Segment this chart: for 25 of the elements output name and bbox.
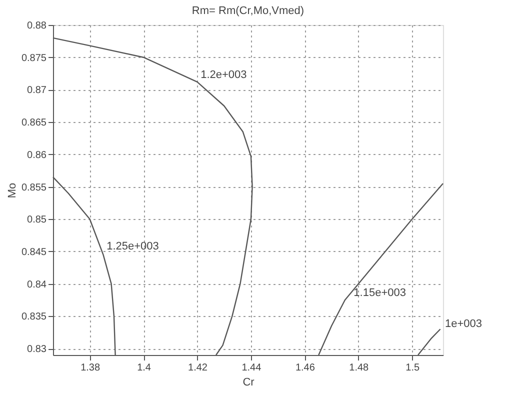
annotation: 1.15e+003 [354,287,406,300]
y-tick-label: 0.88 [27,20,47,32]
y-tick-label: 0.845 [21,246,47,258]
y-tick-label: 0.85 [27,214,47,226]
x-tick-label: 1.44 [242,362,262,374]
y-tick-label: 0.865 [21,118,47,129]
chart-title: Rm= Rm(Cr,Mo,Vmed) [192,5,304,17]
x-tick-label: 1.38 [80,362,100,374]
y-tick-label: 0.83 [27,344,47,356]
x-tick-label: 1.42 [188,362,208,374]
x-axis-title: Cr [242,376,255,388]
y-tick-label: 0.86 [27,150,47,161]
x-tick-label: 1.5 [406,362,420,374]
annotation: 1.2e+003 [200,69,247,81]
annotation: 1.25e+003 [106,240,159,252]
y-tick-label: 0.84 [27,279,47,290]
y-tick-label: 0.87 [27,85,47,96]
y-tick-label: 0.835 [21,312,47,323]
y-axis-title: Mo [6,182,18,198]
y-tick-label: 0.855 [21,182,47,194]
x-tick-label: 1.4 [137,362,152,374]
x-tick-label: 1.48 [349,362,370,374]
x-tick-label: 1.46 [295,362,316,374]
y-tick-label: 0.875 [21,52,47,64]
annotation: 1e+003 [445,318,482,330]
